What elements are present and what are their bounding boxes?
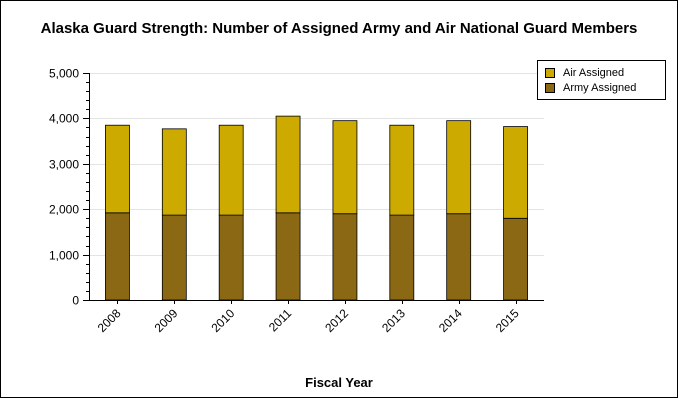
y-tick-label: 2,000: [49, 203, 79, 217]
x-axis-label: Fiscal Year: [305, 375, 373, 390]
x-tick-label: 2011: [266, 306, 294, 334]
bar-air-2010: [218, 124, 244, 216]
bar-army-2011: [275, 212, 301, 301]
legend-label-army: Army Assigned: [563, 82, 637, 94]
legend-item-army: Army Assigned: [545, 81, 636, 95]
bar-army-2012: [332, 213, 358, 301]
x-tick-label: 2013: [379, 306, 408, 335]
bar-army-2015: [503, 217, 528, 301]
legend-swatch-air: [545, 68, 555, 78]
bar-air-2009: [161, 128, 187, 216]
legend: Air Assigned Army Assigned: [537, 60, 666, 100]
bar-air-2008: [105, 124, 130, 214]
bar-army-2009: [161, 214, 187, 301]
x-tick-label: 2009: [152, 306, 181, 335]
x-tick-label: 2008: [95, 306, 124, 335]
legend-label-air: Air Assigned: [563, 67, 625, 79]
bar-army-2008: [105, 212, 130, 301]
x-tick-label: 2010: [209, 306, 238, 335]
bar-air-2011: [275, 115, 301, 214]
bar-air-2015: [503, 126, 528, 219]
y-tick-label: 5,000: [49, 67, 79, 81]
legend-swatch-army: [545, 83, 555, 93]
y-tick-label: 4,000: [49, 112, 79, 126]
bar-army-2014: [446, 213, 472, 301]
legend-item-air: Air Assigned: [545, 66, 624, 80]
y-tick-label: 0: [72, 294, 79, 308]
y-tick-label: 1,000: [49, 249, 79, 263]
bar-air-2013: [389, 124, 415, 216]
bar-air-2014: [446, 120, 472, 215]
bar-army-2010: [218, 214, 244, 301]
x-tick-label: 2015: [493, 306, 522, 335]
chart-title: Alaska Guard Strength: Number of Assigne…: [40, 20, 638, 37]
bar-air-2012: [332, 120, 358, 215]
x-tick-label: 2014: [436, 306, 465, 335]
y-tick-label: 3,000: [49, 158, 79, 172]
x-tick-label: 2012: [322, 306, 351, 335]
bar-army-2013: [389, 214, 415, 301]
